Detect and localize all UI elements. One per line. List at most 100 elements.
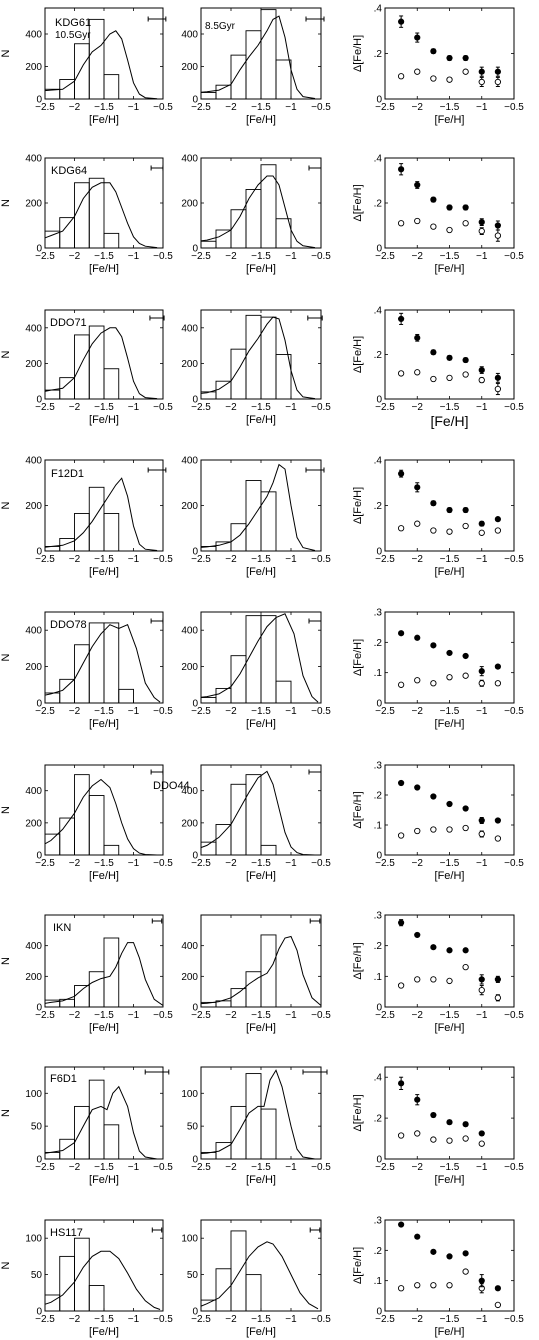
y-tick-label: .2 (374, 1114, 383, 1125)
x-axis-label: [Fe/H] (435, 718, 465, 730)
x-tick-label: −2.5 (375, 1314, 395, 1325)
x-tick-label: −1 (476, 102, 488, 113)
y-tick-label: .2 (374, 1246, 383, 1257)
hist-bar (215, 541, 232, 551)
filled-point (446, 947, 453, 954)
open-point (462, 220, 469, 227)
x-tick-label: −0.5 (153, 402, 173, 413)
x-axis-label: [Fe/H] (246, 1326, 276, 1338)
gaussian-fit-curve (201, 1241, 319, 1310)
metallicity-error-bar (308, 165, 322, 171)
filled-point (494, 663, 501, 670)
x-tick-label: −2 (69, 1162, 81, 1173)
y-tick-label: .2 (374, 941, 383, 952)
x-tick-label: −1 (128, 706, 140, 717)
hist-bar (260, 1108, 277, 1159)
open-point (478, 227, 485, 235)
hist-bar (74, 182, 90, 248)
x-tick-label: −2 (412, 858, 424, 869)
filled-point (430, 196, 437, 203)
axes-frame (384, 7, 515, 100)
x-axis-label: [Fe/H] (246, 1022, 276, 1034)
open-point (446, 374, 453, 382)
open-point (462, 522, 469, 530)
panel-content (201, 9, 316, 99)
x-tick-label: −2 (412, 251, 424, 262)
filled-point (430, 1248, 437, 1255)
x-tick-label: −1.5 (94, 858, 114, 869)
x-tick-label: −2 (412, 706, 424, 717)
hist-bar (245, 189, 262, 248)
x-tick-label: −2 (225, 1010, 237, 1021)
x-axis-label: [Fe/H] (246, 870, 276, 882)
x-axis-label: [Fe/H] (435, 1326, 465, 1338)
x-tick-label: −1 (476, 1162, 488, 1173)
filled-point (414, 931, 421, 939)
x-tick-label: −2 (225, 706, 237, 717)
open-point (414, 1282, 421, 1289)
hist-bar (230, 209, 247, 248)
x-tick-label: −1 (285, 706, 297, 717)
x-tick-label: −1 (476, 251, 488, 262)
open-point (397, 681, 405, 688)
y-axis-label: Δ[Fe/H] (352, 336, 364, 373)
x-tick-label: −1.5 (94, 251, 114, 262)
hist-bar (45, 833, 61, 855)
gaussian-fit-curve (45, 477, 158, 551)
filled-point (462, 1121, 469, 1128)
x-tick-label: −1.5 (440, 706, 460, 717)
y-tick-label: 400 (181, 323, 198, 334)
x-tick-label: −2.5 (191, 706, 211, 717)
panel-ddo44-middle: −2.5 −2 −1.5 −1 −0.5 0 200 400 [Fe/H] (181, 764, 331, 882)
panel-f12d1-left: −2.5 −2 −1.5 −1 −0.5 0 200 400 [Fe/H] N F12D1 (0, 456, 173, 579)
filled-point (462, 652, 469, 660)
hist-bar (103, 513, 120, 551)
x-tick-label: −1 (128, 1162, 140, 1173)
hist-bar (275, 59, 292, 99)
x-tick-label: −2.5 (35, 1314, 55, 1325)
x-tick-label: −0.5 (311, 402, 331, 413)
x-tick-label: −2 (225, 1314, 237, 1325)
x-tick-label: −2.5 (375, 706, 395, 717)
gaussian-fit-curve (45, 1250, 161, 1310)
y-tick-label: 50 (31, 1122, 43, 1133)
y-tick-label: 50 (31, 1270, 43, 1281)
hist-bar (260, 615, 277, 703)
panel-content (45, 177, 158, 248)
x-axis-label: [Fe/H] (89, 870, 119, 882)
y-tick-label: .2 (374, 199, 383, 210)
x-tick-label: −0.5 (153, 1010, 173, 1021)
galaxy-name-label: DDO44 (153, 780, 190, 792)
filled-point (478, 817, 485, 824)
x-tick-label: −2 (412, 102, 424, 113)
open-point (478, 1140, 485, 1147)
hist-bar (230, 655, 247, 703)
y-tick-label: .3 (374, 761, 383, 772)
x-tick-label: −0.5 (311, 706, 331, 717)
hist-bar (103, 1124, 120, 1159)
filled-point (494, 222, 501, 229)
y-tick-label: 400 (181, 786, 198, 797)
x-tick-label: −2 (69, 858, 81, 869)
filled-point (430, 500, 437, 507)
filled-point (398, 1080, 405, 1087)
y-tick-label: 200 (25, 662, 42, 673)
y-tick-label: 0 (376, 244, 382, 255)
filled-point (478, 1277, 485, 1284)
hist-bar (59, 538, 75, 551)
y-tick-label: 400 (25, 154, 42, 165)
y-tick-label: 200 (181, 972, 198, 983)
x-tick-label: −2.5 (375, 402, 395, 413)
x-tick-label: −2.5 (375, 1010, 395, 1021)
filled-point (398, 630, 405, 637)
filled-point (462, 805, 469, 812)
y-tick-label: 400 (181, 30, 198, 41)
x-tick-label: −2.5 (191, 102, 211, 113)
x-tick-label: −2 (225, 102, 237, 113)
panel-kdg64-middle: −2.5 −2 −1.5 −1 −0.5 0 200 400 [Fe/H] (181, 154, 331, 276)
panel-content (397, 1076, 485, 1147)
hist-bar (88, 971, 105, 1007)
x-tick-label: −1 (128, 102, 140, 113)
open-point (462, 371, 469, 378)
panel-ikn-left: −2.5 −2 −1.5 −1 −0.5 0 200 400 [Fe/H] N IKN (0, 914, 173, 1034)
